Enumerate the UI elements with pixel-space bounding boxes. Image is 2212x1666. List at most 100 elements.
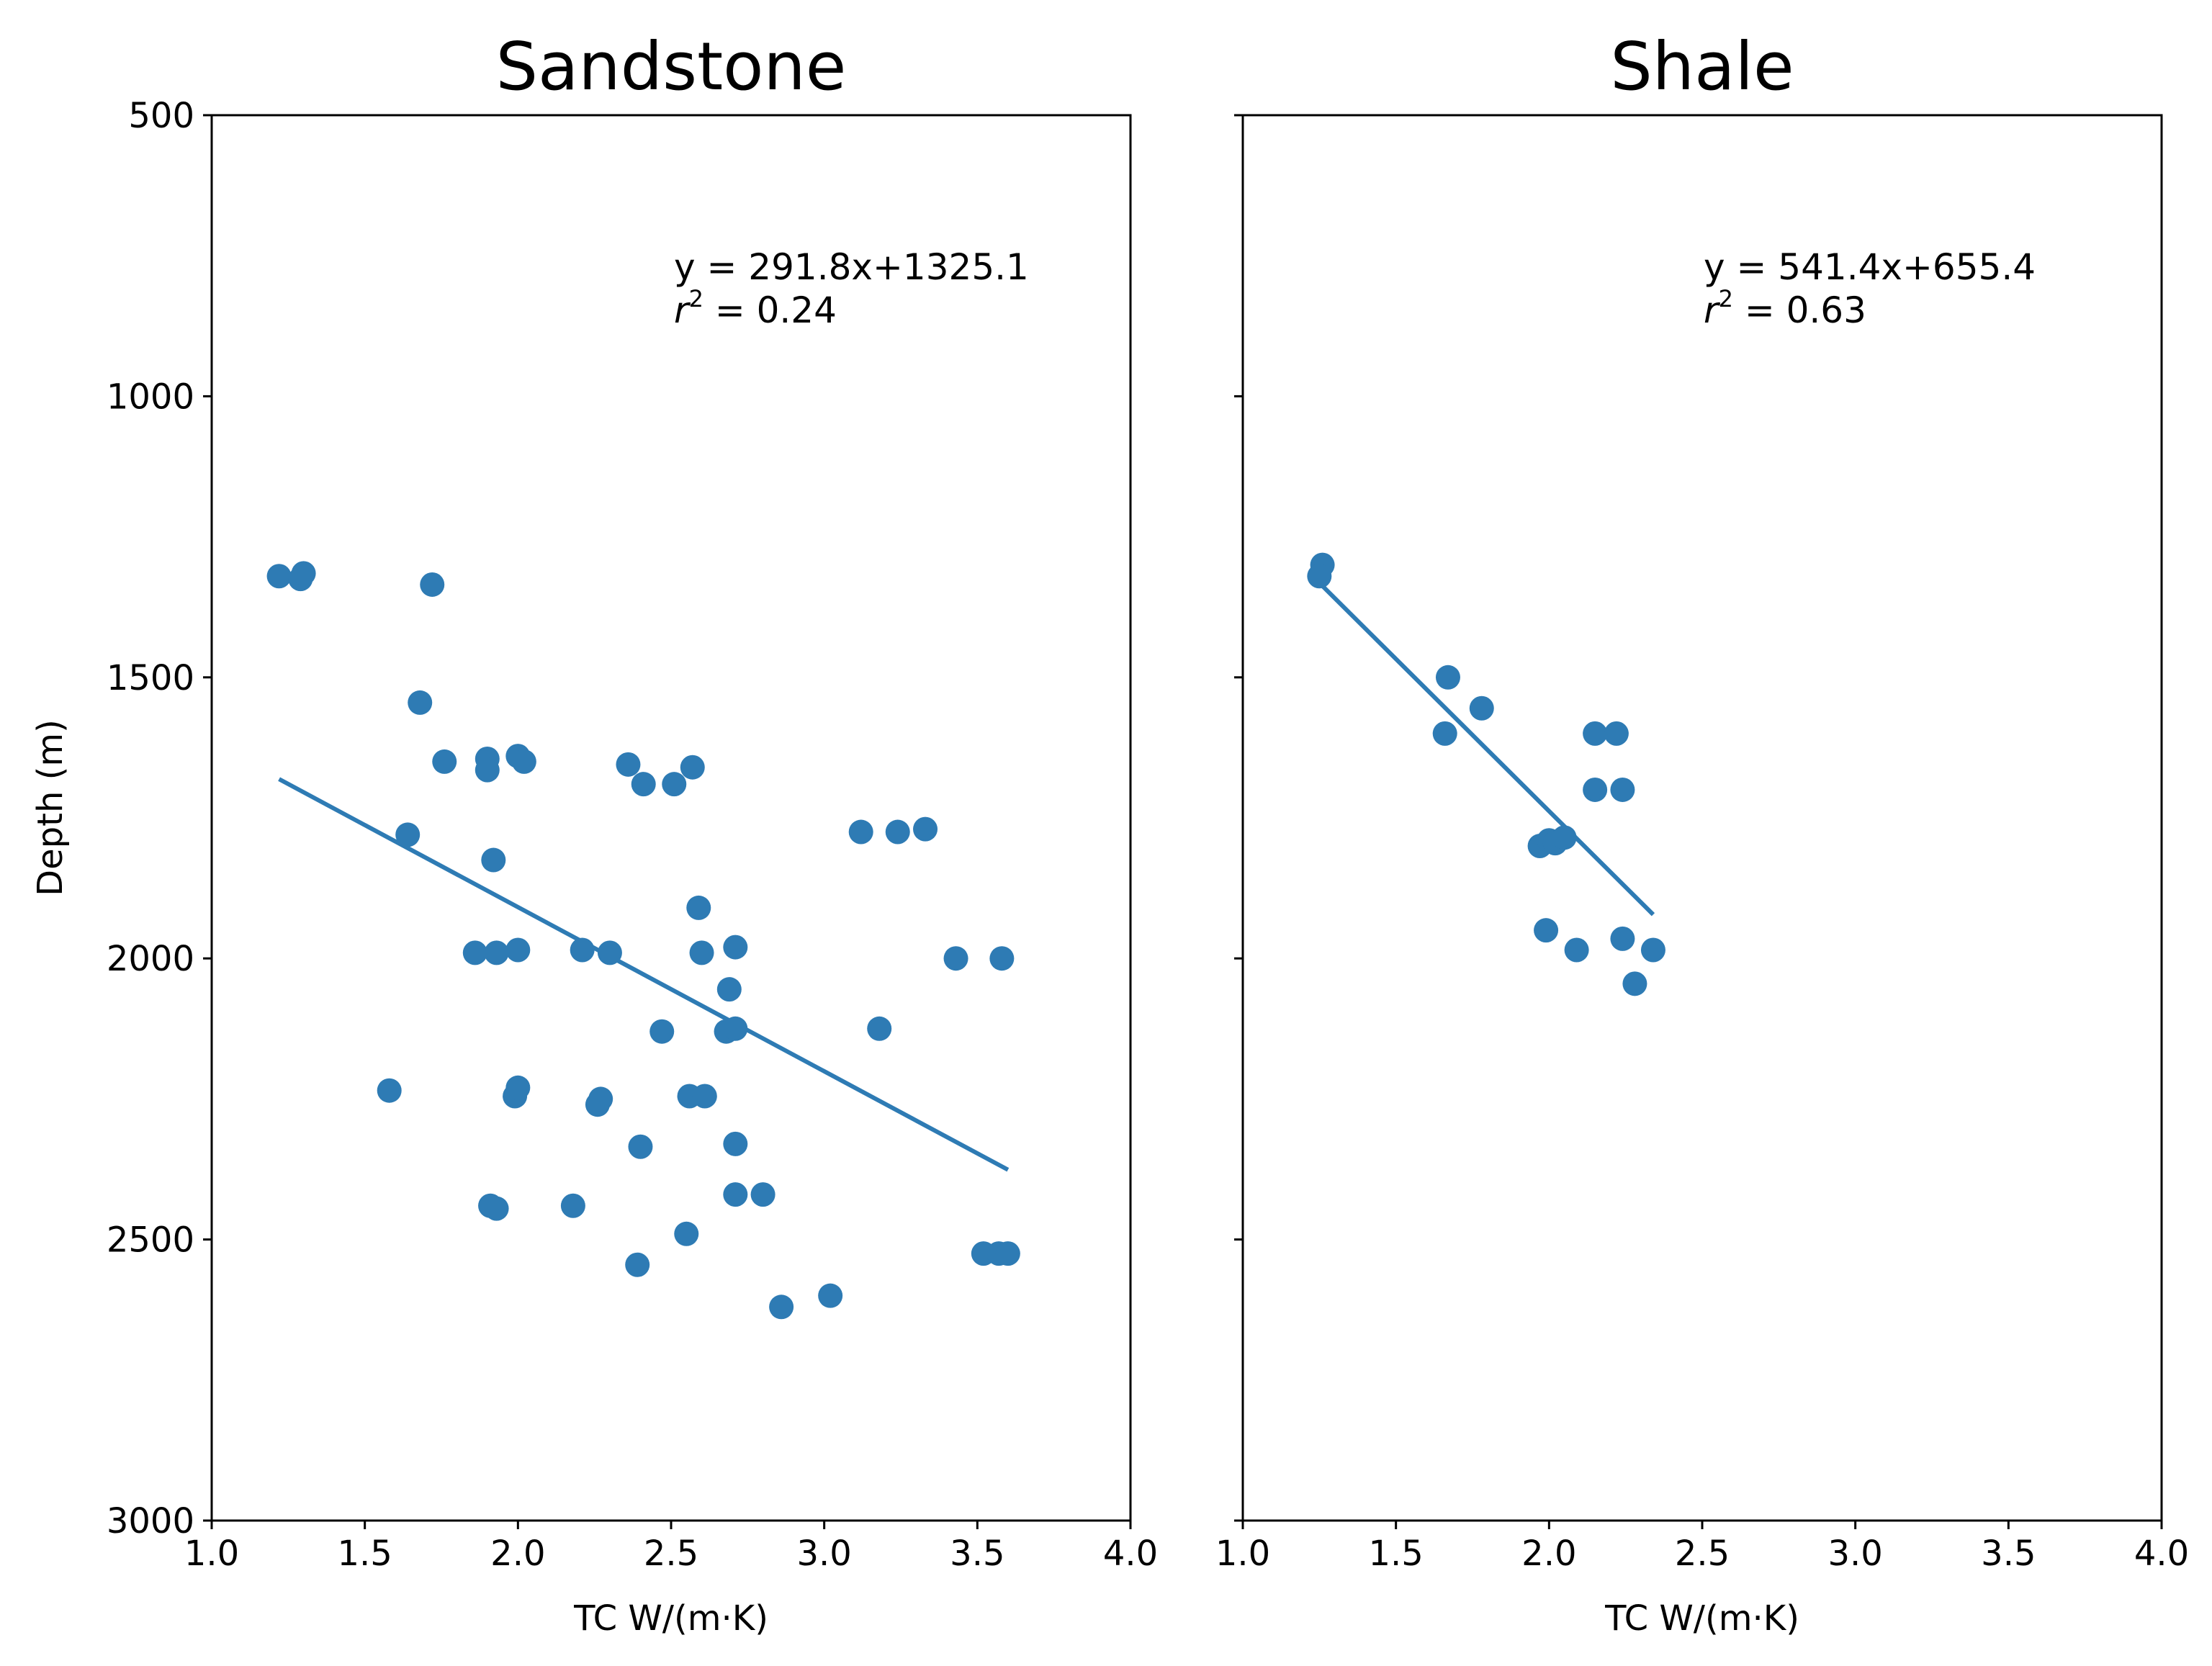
sandstone-x-tick-label: 1.0	[184, 1534, 239, 1574]
sandstone-data-point	[686, 895, 711, 920]
sandstone-y-tick-label: 2500	[107, 1220, 194, 1261]
sandstone-x-tick-label: 2.0	[490, 1534, 545, 1574]
sandstone-data-point	[481, 847, 506, 873]
sandstone-title: Sandstone	[496, 28, 847, 105]
shale-data-point	[1469, 695, 1494, 721]
shale-r2-value: = 0.63	[1733, 289, 1866, 331]
shale-axes-frame	[1241, 114, 2163, 1522]
sandstone-data-point	[885, 819, 910, 845]
sandstone-y-tick-label: 500	[128, 96, 194, 136]
shale-x-tick-label: 1.0	[1215, 1534, 1270, 1574]
shale-r2-text: r2 = 0.63	[1704, 285, 1866, 331]
shale-data-point	[1640, 937, 1665, 963]
sandstone-data-point	[750, 1182, 775, 1207]
sandstone-data-point	[649, 1019, 675, 1044]
shale-r2-prefix: r	[1704, 289, 1721, 331]
sandstone-data-point	[511, 749, 536, 774]
sandstone-data-point	[723, 1016, 748, 1041]
sandstone-r2-text: r2 = 0.24	[674, 285, 837, 331]
sandstone-x-tick-label: 3.5	[950, 1534, 1004, 1574]
sandstone-data-point	[570, 937, 595, 963]
shale-data-point	[1583, 777, 1608, 802]
shale-regression-line	[1318, 581, 1655, 917]
sandstone-r2-prefix: r	[674, 289, 691, 331]
sandstone-fit-equation: y = 291.8x+1325.1	[674, 246, 1029, 288]
sandstone-data-point	[505, 937, 531, 963]
sandstone-data-point	[692, 1084, 717, 1109]
sandstone-x-tick-label: 4.0	[1103, 1534, 1158, 1574]
sandstone-data-point	[408, 690, 433, 715]
shale-data-point	[1622, 971, 1647, 996]
sandstone-data-point	[662, 772, 687, 797]
shale-x-tick-label: 4.0	[2134, 1534, 2189, 1574]
shale-x-tick-label: 1.5	[1368, 1534, 1423, 1574]
shale-data-point	[1610, 926, 1635, 951]
sandstone-data-point	[625, 1252, 650, 1277]
sandstone-data-point	[943, 946, 968, 971]
shale-x-tick-label: 2.0	[1521, 1534, 1576, 1574]
sandstone-data-point	[377, 1078, 402, 1103]
shale-data-point	[1432, 721, 1457, 746]
sandstone-data-point	[588, 1086, 613, 1112]
shale-data-point	[1307, 564, 1332, 589]
sandstone-data-point	[674, 1221, 699, 1246]
sandstone-y-tick-label: 2000	[107, 939, 194, 979]
shale-x-axis-label: TC W/(m·K)	[1604, 1598, 1799, 1639]
sandstone-y-tick-label: 1500	[107, 658, 194, 698]
sandstone-y-tick-label: 1000	[107, 377, 194, 417]
sandstone-r2-value: = 0.24	[703, 289, 837, 331]
sandstone-data-point	[616, 752, 641, 777]
sandstone-data-point	[769, 1294, 794, 1320]
shale-fit-equation: y = 541.4x+655.4	[1704, 246, 2036, 288]
sandstone-data-point	[995, 1241, 1020, 1266]
shale-panel: Shale TC W/(m·K) 1.0 1.5 2.0 2.5 3.0 3.5 4.0 y…	[1215, 28, 2189, 1639]
sandstone-data-point	[560, 1193, 585, 1218]
sandstone-data-point	[867, 1016, 892, 1041]
shale-data-point	[1435, 665, 1460, 690]
shale-r2-superscript: 2	[1719, 285, 1733, 312]
shale-data-point	[1564, 937, 1589, 963]
shale-data-point	[1604, 721, 1629, 746]
sandstone-y-axis-label: Depth (m)	[30, 719, 71, 896]
sandstone-data-point	[716, 977, 742, 1002]
sandstone-data-point	[848, 819, 873, 845]
sandstone-data-point	[818, 1283, 843, 1308]
shale-title: Shale	[1610, 28, 1794, 105]
sandstone-data-point	[291, 561, 316, 586]
shale-points	[1307, 552, 1665, 996]
sandstone-data-point	[432, 749, 457, 774]
sandstone-data-point	[723, 1182, 748, 1207]
sandstone-data-point	[680, 755, 705, 780]
sandstone-axes-frame	[210, 114, 1132, 1522]
sandstone-data-point	[266, 564, 292, 589]
sandstone-data-point	[484, 1196, 509, 1221]
sandstone-y-tick-label: 3000	[107, 1501, 194, 1541]
sandstone-data-point	[689, 940, 714, 965]
sandstone-data-point	[913, 816, 938, 842]
sandstone-data-point	[420, 572, 445, 597]
sandstone-data-point	[989, 946, 1015, 971]
sandstone-data-point	[631, 772, 656, 797]
sandstone-data-point	[484, 940, 509, 965]
sandstone-data-point	[723, 935, 748, 960]
sandstone-x-axis-label: TC W/(m·K)	[573, 1598, 768, 1639]
sandstone-data-point	[597, 940, 622, 965]
shale-data-point	[1552, 825, 1577, 850]
sandstone-panel: Sandstone TC W/(m·K) Depth (m) 1.0 1.5 2.0…	[30, 28, 1158, 1639]
sandstone-x-tick-label: 1.5	[337, 1534, 392, 1574]
shale-data-point	[1534, 918, 1559, 943]
sandstone-data-point	[628, 1134, 653, 1159]
sandstone-x-tick-label: 3.0	[796, 1534, 851, 1574]
sandstone-x-tick-label: 2.5	[644, 1534, 698, 1574]
shale-data-point	[1610, 777, 1635, 802]
shale-x-tick-label: 2.5	[1675, 1534, 1730, 1574]
sandstone-data-point	[462, 940, 487, 965]
shale-x-tick-label: 3.0	[1827, 1534, 1882, 1574]
sandstone-data-point	[505, 1075, 531, 1100]
sandstone-data-point	[723, 1131, 748, 1156]
sandstone-points	[266, 561, 1020, 1320]
sandstone-r2-superscript: 2	[689, 285, 703, 312]
shale-data-point	[1583, 721, 1608, 746]
